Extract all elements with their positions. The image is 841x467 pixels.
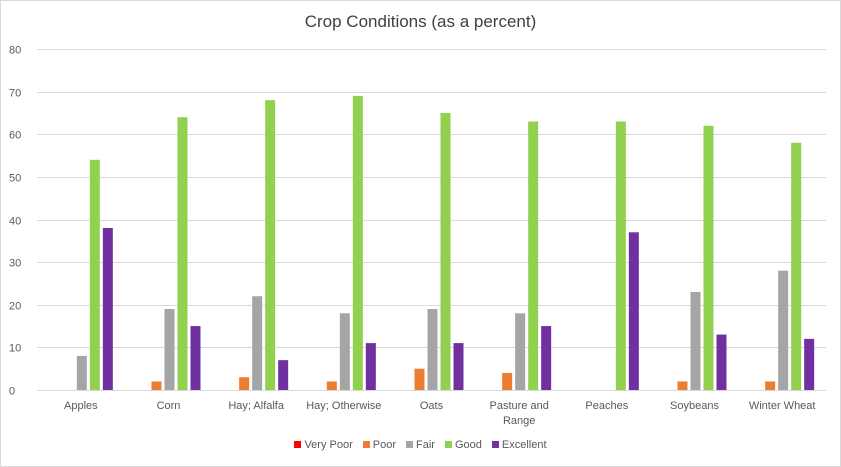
- chart-title: Crop Conditions (as a percent): [304, 12, 537, 31]
- bar-fair: [339, 313, 350, 390]
- bar-excellent: [541, 326, 552, 390]
- legend-swatch: [491, 441, 499, 448]
- bar-excellent: [278, 360, 289, 390]
- bar-fair: [252, 296, 263, 390]
- x-tick-label: Oats: [420, 400, 444, 412]
- y-tick-label: 80: [9, 45, 21, 57]
- legend-label: Good: [454, 439, 482, 451]
- legend-label: Very Poor: [304, 439, 353, 451]
- y-tick-label: 40: [9, 216, 21, 228]
- bar-excellent: [628, 232, 639, 390]
- x-tick-label: Pasture and Range: [490, 400, 549, 427]
- bar-excellent: [716, 334, 727, 390]
- bar-good: [440, 112, 451, 390]
- y-tick-label: 70: [9, 88, 21, 100]
- bar-good: [352, 95, 363, 390]
- bar-good: [528, 121, 539, 391]
- y-tick-label: 20: [9, 301, 21, 313]
- x-tick-label: Peaches: [585, 400, 628, 412]
- legend-item: Excellent: [491, 439, 547, 451]
- legend-item: Very Poor: [294, 439, 353, 451]
- bar-poor: [151, 381, 162, 390]
- bar-excellent: [453, 343, 464, 390]
- legend-swatch: [444, 441, 452, 448]
- y-tick-label: 60: [9, 130, 21, 142]
- bar-excellent: [365, 343, 376, 390]
- legend-label: Excellent: [501, 439, 547, 451]
- bar-poor: [414, 368, 425, 390]
- bar-excellent: [102, 228, 113, 390]
- bar-fair: [778, 270, 789, 390]
- legend-label: Fair: [416, 439, 435, 451]
- bar-good: [89, 159, 100, 390]
- x-tick-label: Apples: [64, 400, 98, 412]
- x-tick-label: Hay; Alfalfa: [228, 400, 285, 412]
- legend-swatch: [362, 441, 370, 448]
- bar-excellent: [190, 326, 201, 390]
- bar-fair: [76, 355, 87, 390]
- bar-poor: [765, 381, 776, 390]
- bar-good: [791, 142, 802, 390]
- bar-good: [265, 100, 276, 391]
- y-tick-label: 50: [9, 173, 21, 185]
- bar-fair: [164, 309, 175, 390]
- bar-poor: [677, 381, 688, 390]
- bar-excellent: [804, 338, 815, 390]
- bar-poor: [326, 381, 337, 390]
- legend-item: Good: [444, 439, 482, 451]
- bar-fair: [515, 313, 526, 390]
- bar-good: [703, 125, 714, 390]
- legend-item: Fair: [406, 439, 435, 451]
- bar-good: [177, 117, 188, 390]
- y-tick-label: 10: [9, 343, 21, 355]
- bar-fair: [690, 291, 701, 390]
- legend-item: Poor: [362, 439, 397, 451]
- chart-legend: Very Poor Poor Fair Good Excellent: [0, 439, 841, 451]
- bar-good: [615, 121, 626, 391]
- x-tick-label: Hay; Otherwise: [306, 400, 381, 412]
- bar-poor: [239, 377, 250, 390]
- y-tick-label: 30: [9, 258, 21, 270]
- x-tick-label: Corn: [157, 400, 181, 412]
- y-tick-label: 0: [9, 386, 15, 398]
- x-tick-label: Winter Wheat: [749, 400, 816, 412]
- x-tick-label: Soybeans: [670, 400, 719, 412]
- bar-poor: [502, 372, 513, 390]
- legend-swatch: [294, 441, 302, 448]
- bar-fair: [427, 309, 438, 390]
- legend-swatch: [406, 441, 414, 448]
- legend-label: Poor: [372, 439, 397, 451]
